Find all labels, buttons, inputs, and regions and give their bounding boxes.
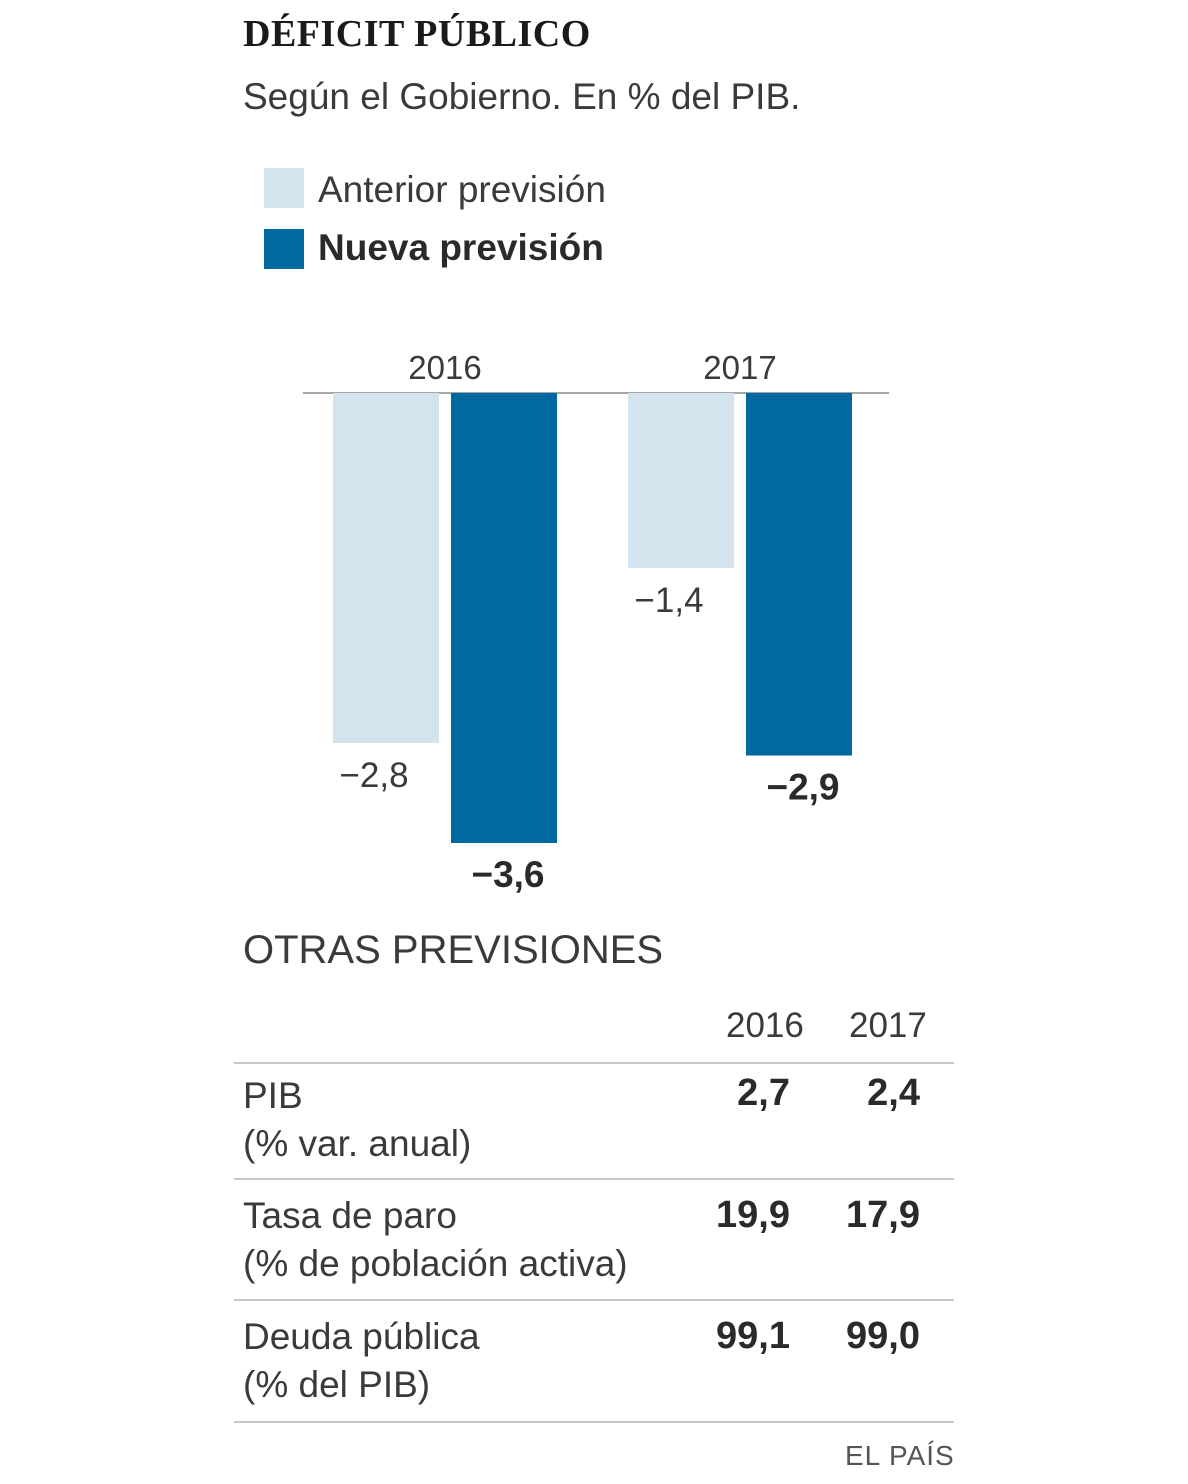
data-label-2017-anterior: −1,4 — [634, 581, 703, 620]
legend-label-nueva: Nueva previsión — [318, 227, 604, 268]
table-rule — [234, 1421, 954, 1423]
row-sublabel: (% de población activa) — [243, 1243, 628, 1284]
table-cell: 2,4 — [867, 1072, 920, 1114]
legend-swatch-anterior — [264, 168, 304, 208]
row-sublabel: (% del PIB) — [243, 1364, 431, 1405]
table-row-paro: Tasa de paro (% de población activa) — [243, 1192, 628, 1288]
bar-2017-anterior — [628, 393, 734, 568]
table-cell: 99,0 — [846, 1315, 920, 1357]
table-title: OTRAS PREVISIONES — [243, 928, 664, 972]
table-row-deuda: Deuda pública (% del PIB) — [243, 1313, 480, 1409]
bar-2016-nueva — [451, 393, 557, 843]
data-label-2016-nueva: −3,6 — [471, 854, 544, 895]
table-rule — [234, 1062, 954, 1064]
table-rule — [234, 1299, 954, 1301]
table-col-head-2016: 2016 — [726, 1006, 804, 1045]
data-label-2017-nueva: −2,9 — [766, 767, 839, 808]
credit: EL PAÍS — [845, 1440, 955, 1471]
category-label-2016: 2016 — [408, 349, 481, 386]
row-label: Tasa de paro — [243, 1195, 457, 1236]
data-label-2016-anterior: −2,8 — [339, 756, 408, 795]
table-cell: 99,1 — [716, 1315, 790, 1357]
category-label-2017: 2017 — [703, 349, 776, 386]
table-rule — [234, 1178, 954, 1180]
row-label: PIB — [243, 1075, 303, 1116]
table-cell: 17,9 — [846, 1194, 920, 1236]
row-label: Deuda pública — [243, 1316, 480, 1357]
legend-swatch-nueva — [264, 229, 304, 269]
bar-2017-nueva — [746, 393, 852, 756]
table-cell: 19,9 — [716, 1194, 790, 1236]
legend-label-anterior: Anterior previsión — [318, 169, 606, 210]
bar-chart: 2016 −2,8 −3,6 2017 −1,4 −2,9 — [303, 349, 889, 895]
table-row-pib: PIB (% var. anual) — [243, 1072, 471, 1168]
table-cell: 2,7 — [737, 1072, 790, 1114]
bar-2016-anterior — [333, 393, 439, 743]
chart-title: DÉFICIT PÚBLICO — [243, 13, 591, 55]
table-col-head-2017: 2017 — [849, 1006, 927, 1045]
chart-subtitle: Según el Gobierno. En % del PIB. — [243, 76, 801, 117]
row-sublabel: (% var. anual) — [243, 1123, 472, 1164]
